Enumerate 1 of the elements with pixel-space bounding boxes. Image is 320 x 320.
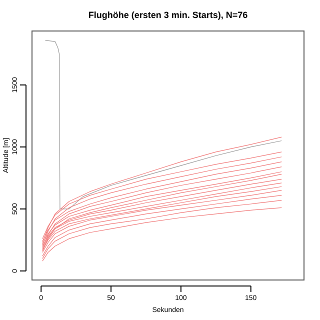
chart-title: Flughöhe (ersten 3 min. Starts), N=76 [88,10,248,20]
